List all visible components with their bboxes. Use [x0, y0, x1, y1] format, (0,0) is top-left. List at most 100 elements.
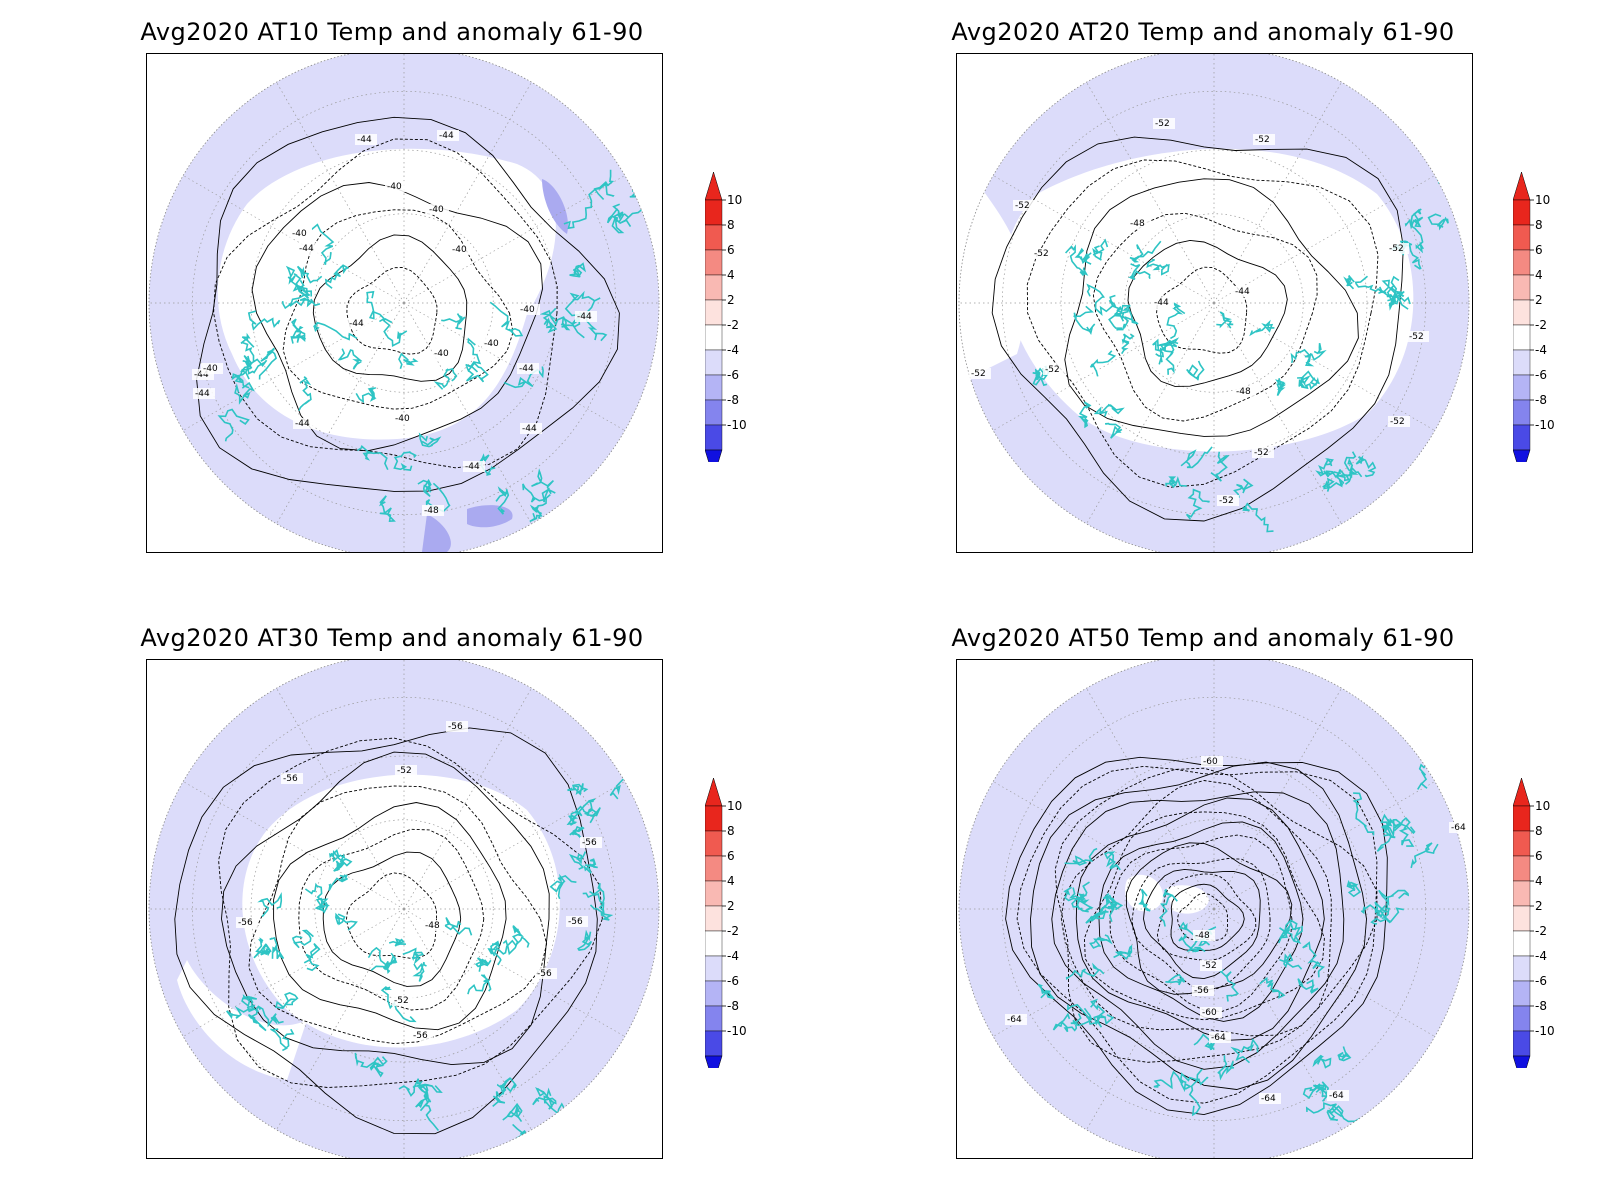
colorbar-arrow-top: [1513, 778, 1531, 807]
colorbar-segment: [705, 399, 723, 426]
coastline: [1032, 368, 1048, 387]
coastline: [313, 321, 358, 341]
coastline: [247, 310, 281, 331]
coastline: [1037, 983, 1056, 1000]
colorbar-segment: [705, 1005, 723, 1032]
coastline: [1073, 305, 1096, 336]
coastline: [433, 367, 458, 390]
contour-label: -44: [1235, 287, 1250, 297]
map-at10: -44 -44 -40 -40 -40 -44 -40 -40 -44 -44 -44 -40 -40-…: [146, 53, 663, 553]
coastline: [606, 208, 625, 234]
coastline: [257, 891, 283, 918]
coastline: [231, 368, 250, 389]
coastline: [290, 330, 306, 344]
coastline: [522, 483, 551, 503]
coastline: [499, 1077, 517, 1093]
coastline: [366, 290, 386, 323]
contour-label: -52: [1254, 448, 1269, 458]
contour-label: -56: [1194, 986, 1209, 996]
contour-label: -52: [1155, 119, 1170, 129]
colorbar-tick-label: 2: [727, 899, 735, 913]
colorbar-tick-label: -10: [1535, 418, 1555, 432]
temperature-contour: [273, 802, 507, 1031]
coastline: [1410, 208, 1424, 254]
colorbar-tick-label: 10: [1535, 799, 1550, 813]
coastline: [311, 223, 335, 265]
colorbar-segment: [1513, 805, 1531, 832]
temperature-contour: [991, 136, 1404, 522]
contour-label: -60: [1203, 757, 1218, 767]
meridian-line: [1213, 781, 1436, 910]
temperature-contour: [1125, 842, 1293, 995]
contour-label: -52: [1202, 961, 1217, 971]
colorbar-segment: [705, 374, 723, 401]
colorbar-segment: [705, 1030, 723, 1057]
polar-map-at50: -60 -64 -48 -52 -56 -60 -64 -64 -64 -64: [958, 660, 1471, 1158]
coastline: [1242, 502, 1274, 533]
meridian-line: [182, 302, 405, 431]
meridian-line: [276, 302, 405, 525]
colorbar-segment: [1513, 199, 1531, 226]
coastline: [569, 825, 585, 839]
coastline: [1302, 941, 1326, 978]
coastline: [1436, 170, 1460, 186]
temperature-contour: [1064, 178, 1359, 437]
colorbar-segment: [1513, 1030, 1531, 1057]
coastline: [1249, 319, 1275, 337]
coastline: [549, 873, 577, 900]
colorbar-tick-label: 10: [727, 193, 742, 207]
contour-label: -52: [1219, 496, 1234, 506]
temperature-contour: [213, 138, 558, 469]
colorbar-tick-label: 4: [727, 874, 735, 888]
coastline: [1090, 998, 1115, 1026]
contour-label: -64: [1211, 1033, 1226, 1043]
colorbar-tick-label: -6: [1535, 368, 1547, 382]
colorbar-tick-label: 2: [727, 293, 735, 307]
meridian-line: [182, 908, 405, 1037]
coastline: [234, 381, 255, 405]
coastline: [1233, 478, 1254, 498]
colorbar-segment: [1513, 299, 1531, 326]
temperature-contour: [1109, 834, 1293, 1012]
coastline: [291, 929, 314, 949]
colorbar-segment: [1513, 274, 1531, 301]
contour-label: -52: [1390, 417, 1405, 427]
colorbar-tick-label: -2: [727, 318, 739, 332]
contour-label: -44: [357, 135, 372, 145]
meridian-line: [1213, 687, 1342, 910]
meridian-line: [276, 81, 405, 304]
coastline: [1128, 263, 1151, 281]
coastline: [217, 408, 250, 442]
coastline: [1113, 944, 1133, 960]
coastline: [583, 798, 601, 818]
coastline: [292, 279, 312, 297]
panel-title-at30: Avg2020 AT30 Temp and anomaly 61-90: [140, 624, 644, 652]
coastline: [1305, 1102, 1361, 1123]
temperature-contour: [322, 851, 462, 987]
coastline: [1343, 274, 1355, 290]
colorbar-segment: [1513, 324, 1531, 351]
colorbar-segment: [705, 224, 723, 251]
colorbar-tick-label: 6: [1535, 243, 1543, 257]
temperature-contour: [1143, 868, 1261, 980]
coastline: [1352, 792, 1375, 836]
colorbar-tick-label: -6: [1535, 974, 1547, 988]
colorbar-tick-label: -8: [727, 393, 739, 407]
map-at20: -52 -52 -52 -48 -52 -52 -44 -44 -52 -52 -52 -48 -52 -…: [956, 53, 1473, 553]
coastline: [1290, 348, 1315, 367]
coastline: [1376, 819, 1396, 852]
temperature-contour: [221, 751, 550, 1066]
coastline: [337, 348, 363, 370]
temperature-contour: [1092, 212, 1318, 422]
coastline: [539, 309, 585, 339]
meridian-line: [992, 302, 1215, 431]
colorbar-tick-label: 8: [1535, 824, 1543, 838]
coastline: [487, 940, 500, 957]
colorbar-segment: [705, 199, 723, 226]
contour-label: -40: [429, 205, 444, 215]
colorbar-at20: 10 8 6 4 2 -2 -4 -6 -8 -10: [1513, 172, 1555, 462]
coastline: [1389, 275, 1402, 305]
coastline: [1360, 901, 1389, 915]
coastline: [1323, 468, 1347, 484]
colorbar-tick-label: -4: [1535, 949, 1547, 963]
